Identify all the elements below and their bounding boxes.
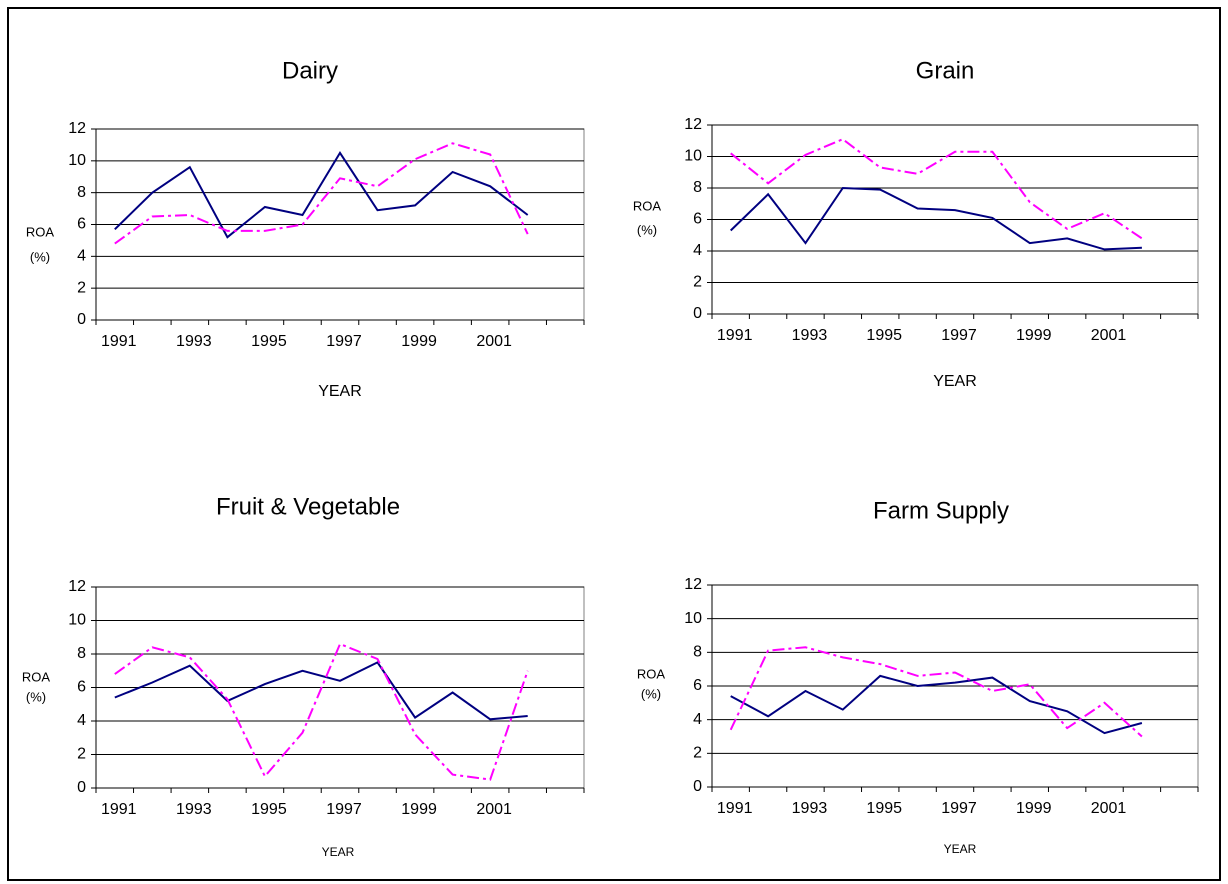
chart-title: Fruit & Vegetable [216, 493, 400, 520]
x-axis-label: YEAR [944, 842, 977, 856]
y-tick-label: 10 [68, 612, 86, 629]
x-tick-label: 1997 [326, 801, 362, 818]
y-tick-label: 8 [693, 179, 702, 196]
x-tick-label: 1995 [251, 333, 287, 350]
x-tick-label: 1999 [1016, 327, 1052, 344]
y-axis-label: ROA [26, 224, 55, 239]
y-tick-label: 6 [693, 211, 702, 228]
y-axis-label: (%) [637, 222, 657, 237]
y-axis-label: (%) [30, 249, 50, 264]
x-tick-label: 1999 [401, 333, 437, 350]
x-tick-label: 1991 [717, 800, 753, 817]
y-tick-label: 0 [693, 305, 702, 322]
x-tick-label: 1997 [941, 327, 977, 344]
x-axis-label: YEAR [318, 383, 362, 400]
series-line [729, 646, 1143, 738]
x-tick-label: 1997 [941, 800, 977, 817]
y-tick-label: 4 [77, 248, 86, 265]
x-tick-label: 1999 [1016, 800, 1052, 817]
x-tick-label: 1995 [866, 327, 902, 344]
y-tick-label: 10 [68, 152, 86, 169]
y-tick-label: 4 [693, 711, 702, 728]
y-tick-label: 4 [693, 242, 702, 259]
x-tick-label: 2001 [476, 333, 512, 350]
y-axis-label: ROA [637, 666, 666, 681]
series-line [114, 642, 529, 781]
y-tick-label: 12 [684, 116, 702, 133]
y-tick-label: 4 [77, 712, 86, 729]
x-tick-label: 1993 [176, 801, 212, 818]
y-tick-label: 6 [77, 679, 86, 696]
y-tick-label: 0 [693, 778, 702, 795]
y-tick-label: 12 [684, 576, 702, 593]
x-tick-label: 1997 [326, 333, 362, 350]
x-tick-label: 1993 [792, 327, 828, 344]
series-line [114, 151, 529, 239]
x-tick-label: 1991 [717, 327, 753, 344]
y-axis-label: ROA [22, 669, 51, 684]
y-tick-label: 6 [77, 216, 86, 233]
y-axis-label: (%) [26, 689, 46, 704]
y-tick-label: 8 [77, 184, 86, 201]
y-tick-label: 8 [693, 644, 702, 661]
series-line [730, 186, 1142, 251]
series-line [730, 138, 1143, 240]
y-tick-label: 12 [68, 120, 86, 137]
y-tick-label: 10 [684, 610, 702, 627]
x-tick-label: 1993 [792, 800, 828, 817]
y-tick-label: 12 [68, 578, 86, 595]
series-line [114, 142, 529, 245]
series-line [730, 674, 1143, 735]
x-tick-label: 2001 [1091, 327, 1127, 344]
x-tick-label: 1991 [101, 333, 137, 350]
y-tick-label: 2 [77, 279, 86, 296]
x-axis-label: YEAR [322, 845, 355, 859]
x-axis-label: YEAR [933, 373, 977, 390]
y-tick-label: 10 [684, 148, 702, 165]
y-tick-label: 0 [77, 779, 86, 796]
y-tick-label: 0 [77, 311, 86, 328]
x-tick-label: 1991 [101, 801, 137, 818]
chart-title: Farm Supply [873, 497, 1009, 524]
y-tick-label: 8 [77, 645, 86, 662]
chart-title: Grain [916, 57, 975, 84]
y-axis-label: (%) [641, 686, 661, 701]
chart-title: Dairy [282, 57, 338, 84]
y-tick-label: 2 [77, 746, 86, 763]
x-tick-label: 1995 [251, 801, 287, 818]
series-line [114, 661, 528, 721]
y-axis-label: ROA [633, 198, 662, 213]
x-tick-label: 1999 [401, 801, 437, 818]
x-tick-label: 2001 [1091, 800, 1127, 817]
y-tick-label: 2 [693, 745, 702, 762]
y-tick-label: 6 [693, 677, 702, 694]
x-tick-label: 1993 [176, 333, 212, 350]
x-tick-label: 1995 [866, 800, 902, 817]
x-tick-label: 2001 [476, 801, 512, 818]
y-tick-label: 2 [693, 274, 702, 291]
